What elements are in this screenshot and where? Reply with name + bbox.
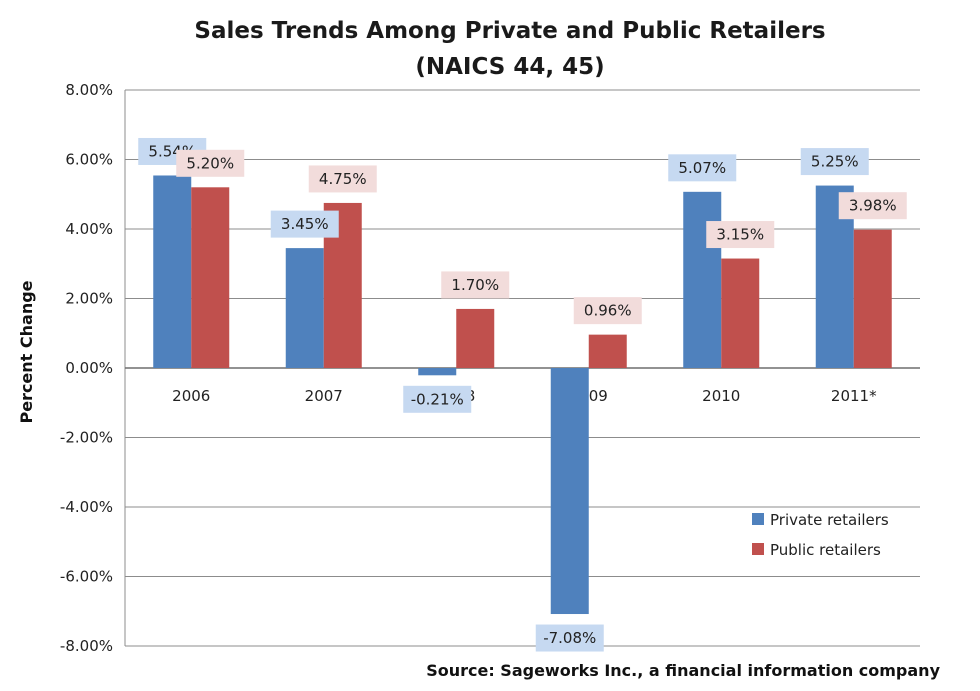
data-label-box — [668, 154, 737, 182]
data-label-box — [403, 385, 472, 413]
grid — [125, 89, 920, 647]
data-label: 5.07% — [678, 159, 726, 177]
bar-private-2010 — [683, 191, 722, 368]
data-label: 5.20% — [186, 154, 234, 172]
y-tick-label: 8.00% — [65, 81, 113, 99]
bar-private-2009 — [550, 368, 589, 615]
data-label: 3.45% — [281, 215, 329, 233]
bar-public-2008 — [456, 308, 495, 368]
x-tick-label: 2006 — [172, 387, 210, 405]
data-label-box — [270, 210, 339, 238]
axes: 8.00% 6.00% 4.00% 2.00% 0.00% -2.00% -4.00% -6.… — [60, 81, 920, 655]
bar-private-2008 — [418, 368, 457, 376]
data-label-box — [535, 624, 604, 652]
chart-subtitle: (NAICS 44, 45) — [415, 54, 604, 80]
y-tick-label: -2.00% — [60, 429, 113, 447]
x-tick-label: 2007 — [305, 387, 343, 405]
y-axis-label: Percent Change — [17, 280, 36, 423]
data-label-box — [308, 165, 377, 193]
legend-label: Public retailers — [770, 541, 881, 559]
bar-public-2010 — [721, 258, 760, 368]
bar-public-2011 — [853, 229, 892, 368]
data-label-box — [800, 148, 869, 176]
data-label: 4.75% — [319, 170, 367, 188]
y-tick-label: 0.00% — [65, 359, 113, 377]
data-labels: 5.54%5.20%3.45%4.75%-0.21%1.70%-7.08%0.9… — [138, 137, 907, 652]
data-label-box — [838, 192, 907, 220]
data-label-box — [706, 221, 775, 249]
data-label: -0.21% — [411, 390, 464, 408]
legend: Private retailers Public retailers — [752, 511, 889, 559]
source-note: Source: Sageworks Inc., a financial info… — [426, 661, 940, 680]
data-label-box — [176, 149, 245, 177]
legend-swatch — [752, 543, 764, 555]
data-label-box — [441, 271, 510, 299]
y-tick-label: 4.00% — [65, 220, 113, 238]
y-tick-label: 6.00% — [65, 151, 113, 169]
legend-label: Private retailers — [770, 511, 889, 529]
legend-swatch — [752, 513, 764, 525]
data-label-box — [573, 297, 642, 325]
bar-public-2006 — [191, 187, 230, 368]
data-label: 3.98% — [849, 197, 897, 215]
y-tick-label: -4.00% — [60, 498, 113, 516]
y-tick-label: -6.00% — [60, 568, 113, 586]
data-label: 3.15% — [716, 226, 764, 244]
y-tick-label: -8.00% — [60, 637, 113, 655]
y-tick-label: 2.00% — [65, 290, 113, 308]
data-label: 5.25% — [811, 153, 859, 171]
bar-private-2007 — [285, 248, 324, 368]
data-label: 1.70% — [451, 276, 499, 294]
x-tick-label: 2010 — [702, 387, 740, 405]
bar-private-2006 — [153, 175, 192, 368]
x-tick-label: 2011* — [831, 387, 877, 405]
chart-title: Sales Trends Among Private and Public Re… — [194, 18, 825, 44]
data-label: -7.08% — [543, 629, 596, 647]
bars — [153, 175, 892, 615]
bar-public-2009 — [588, 334, 627, 368]
data-label: 0.96% — [584, 302, 632, 320]
